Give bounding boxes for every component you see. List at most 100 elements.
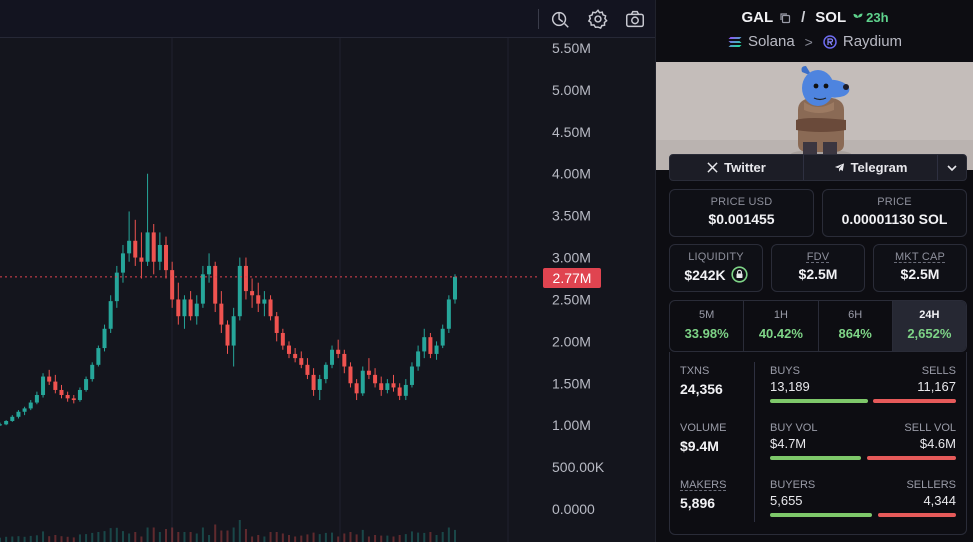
candle — [200, 265, 205, 308]
copy-icon[interactable] — [779, 12, 791, 24]
x-icon — [707, 162, 718, 173]
sprout-icon — [853, 13, 863, 23]
tab-5m[interactable]: 5M 33.98% — [670, 301, 745, 351]
chain-link[interactable]: Solana — [747, 33, 795, 50]
volume-bars — [0, 520, 456, 542]
lock-icon[interactable] — [731, 266, 748, 283]
telegram-button[interactable]: Telegram — [804, 155, 938, 180]
market-cap-label[interactable]: MKT CAP — [894, 251, 946, 263]
volume-bar — [121, 531, 124, 542]
candle — [16, 410, 21, 419]
volume-bar — [35, 535, 38, 542]
candle — [225, 320, 230, 354]
candle — [391, 374, 396, 392]
candlestick-chart[interactable]: 5.50M 5.00M 4.50M 4.00M 3.50M 3.00M 2.50M 2.00M… — [0, 38, 655, 542]
base-token-symbol: GAL — [741, 9, 774, 26]
makers-label[interactable]: MAKERS — [680, 479, 727, 491]
tab-6h[interactable]: 6H 864% — [819, 301, 893, 351]
y-tick-label: 0.0000 — [552, 501, 595, 517]
tab-1h[interactable]: 1H 40.42% — [744, 301, 819, 351]
volume-bar — [361, 529, 364, 542]
pair-title: GAL / SOL 23h — [656, 9, 973, 26]
volume-value: $9.4M — [680, 438, 719, 454]
tab-6h-change: 864% — [838, 326, 872, 341]
candle — [133, 219, 138, 266]
buys-value: 13,189 — [770, 379, 810, 394]
gear-icon[interactable] — [587, 8, 609, 30]
candle — [182, 295, 187, 329]
volume-bar — [134, 532, 137, 542]
volume-bar — [103, 531, 106, 542]
pair-separator: / — [801, 9, 806, 26]
volume-bar — [54, 535, 57, 542]
twitter-button[interactable]: Twitter — [670, 155, 804, 180]
candle — [305, 358, 310, 380]
buyers-label: BUYERS — [770, 479, 816, 491]
candle — [219, 291, 224, 333]
volume-bar — [404, 534, 407, 542]
raydium-icon — [823, 34, 837, 49]
token-info-panel: GAL / SOL 23h Solana > Raydium — [655, 0, 973, 542]
y-tick-label: 5.00M — [552, 82, 591, 98]
volume-bar — [423, 532, 426, 542]
pair-age-badge: 23h — [852, 10, 889, 25]
volume-bar — [5, 536, 8, 542]
sell-vol-value: $4.6M — [919, 436, 956, 451]
buyers-sellers-stat: BUYERS SELLERS 5,655 4,344 — [770, 479, 956, 517]
volume-bar — [60, 536, 63, 542]
volume-bar — [429, 532, 432, 542]
volume-bar — [72, 537, 75, 542]
candle — [446, 295, 451, 333]
sells-label: SELLS — [921, 365, 956, 377]
sell-vol-bar — [866, 456, 956, 460]
volume-bar — [386, 535, 389, 542]
volume-bar — [158, 532, 161, 542]
camera-icon[interactable] — [624, 8, 646, 30]
solana-icon — [728, 36, 742, 47]
buy-sell-volume-stat: BUY VOL SELL VOL $4.7M $4.6M — [770, 422, 956, 460]
volume-bar — [244, 529, 247, 542]
candle — [170, 261, 175, 308]
volume-bar — [380, 535, 383, 542]
chain-breadcrumb: Solana > Raydium — [656, 33, 973, 50]
volume-bar — [257, 535, 260, 542]
volume-bar — [435, 535, 438, 542]
twitter-label: Twitter — [724, 160, 766, 175]
volume-bar — [17, 536, 20, 542]
sellers-value: 4,344 — [923, 493, 956, 508]
sellers-label: SELLERS — [906, 479, 956, 491]
buys-bar — [770, 399, 868, 403]
candle — [71, 395, 76, 404]
volume-bar — [269, 532, 272, 542]
volume-bar — [392, 536, 395, 542]
candle — [440, 324, 445, 349]
more-links-button[interactable] — [938, 155, 966, 180]
volume-bar — [78, 534, 81, 542]
volume-bar — [177, 532, 180, 542]
txns-label: TXNS — [680, 365, 710, 377]
market-cap-value: $2.5M — [900, 266, 940, 282]
candle — [77, 387, 82, 402]
volume-bar — [331, 532, 334, 542]
candle — [188, 291, 193, 321]
volume-bar — [201, 527, 204, 542]
price-axis: 5.50M 5.00M 4.50M 4.00M 3.50M 3.00M 2.50M 2.00M… — [552, 40, 605, 517]
candle — [176, 282, 181, 325]
volume-bar — [214, 524, 217, 542]
volume-bar — [441, 532, 444, 542]
dex-link[interactable]: Raydium — [842, 33, 903, 50]
candle — [102, 324, 107, 352]
price-chart-panel[interactable]: 5.50M 5.00M 4.50M 4.00M 3.50M 3.00M 2.50M 2.00M… — [0, 0, 655, 542]
y-tick-label: 1.00M — [552, 417, 591, 433]
volume-bar — [263, 536, 266, 542]
candle — [250, 278, 255, 308]
tab-24h[interactable]: 24H 2,652% — [892, 301, 966, 351]
price-usd-box: PRICE USD $0.001455 — [669, 189, 814, 237]
volume-bar — [398, 535, 401, 542]
volume-bar — [11, 536, 14, 542]
sells-value: 11,167 — [917, 379, 956, 394]
candle — [311, 368, 316, 396]
indicator-icon[interactable] — [549, 8, 571, 30]
fdv-label[interactable]: FDV — [806, 251, 830, 263]
volume-bar — [91, 532, 94, 542]
